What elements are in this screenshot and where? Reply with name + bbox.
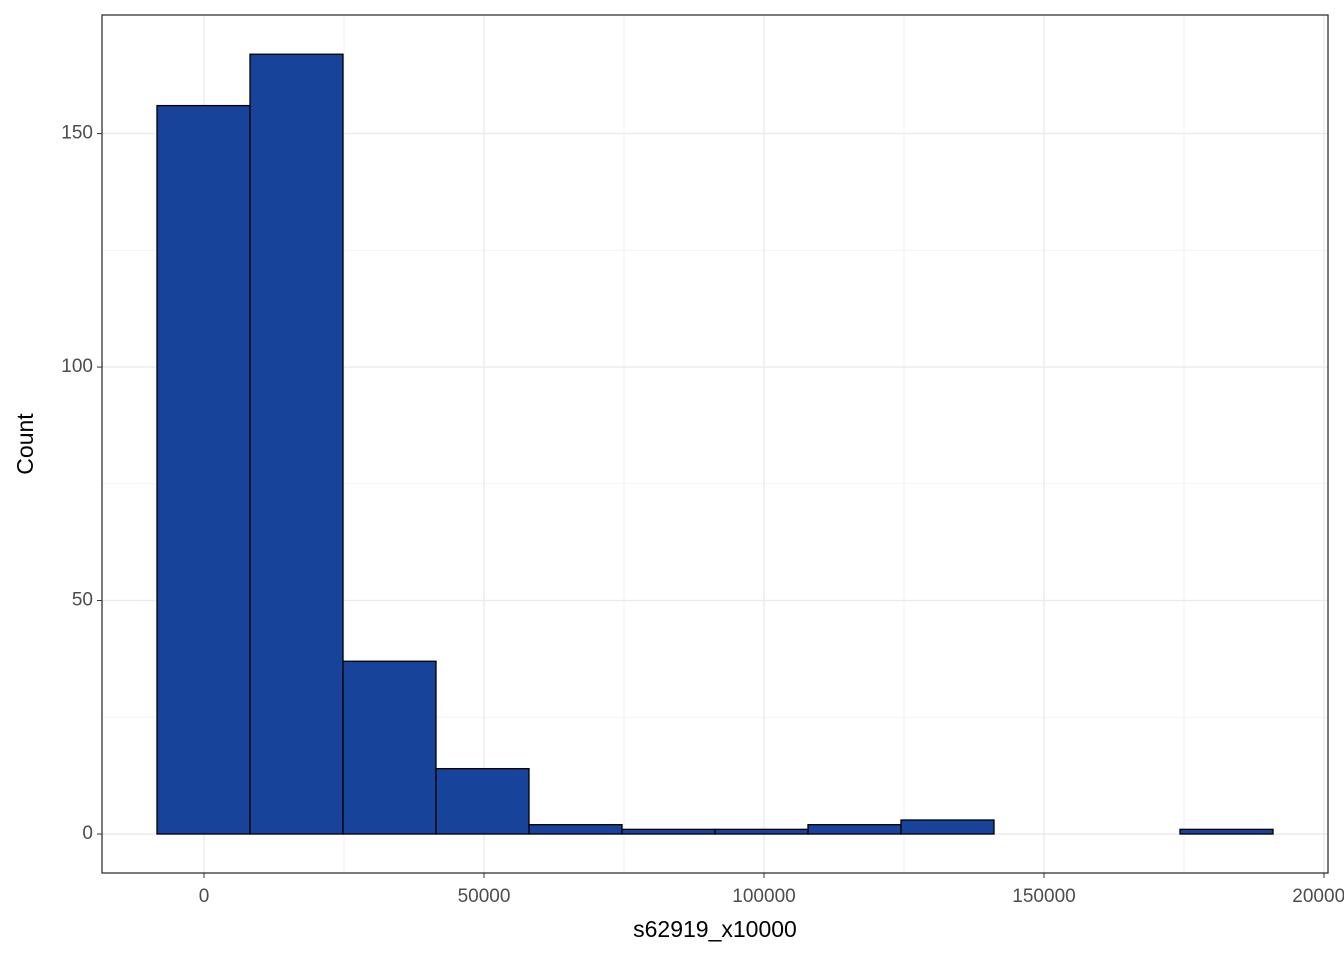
bar	[435, 767, 530, 835]
bar	[1179, 828, 1274, 835]
y-axis-title: Count	[12, 413, 38, 475]
y-tick-label: 100	[61, 356, 93, 377]
x-tick-label: 200000	[1292, 886, 1344, 907]
x-axis-title: s62919_x10000	[633, 916, 797, 942]
bars	[156, 53, 1274, 835]
x-tick-label: 100000	[732, 886, 795, 907]
bar	[528, 824, 623, 835]
x-tick-label: 0	[199, 886, 210, 907]
bar	[342, 660, 437, 835]
panel-border	[101, 14, 1329, 874]
bar	[714, 828, 809, 835]
x-tick-label: 150000	[1012, 886, 1075, 907]
bar	[900, 819, 995, 835]
y-tick-label: 0	[82, 823, 93, 844]
bar	[621, 828, 716, 835]
y-tick-label: 150	[61, 123, 93, 144]
bar	[807, 824, 902, 835]
bar	[156, 104, 251, 835]
x-tick-label: 50000	[458, 886, 511, 907]
bar	[249, 53, 344, 835]
y-tick-label: 50	[72, 590, 93, 611]
